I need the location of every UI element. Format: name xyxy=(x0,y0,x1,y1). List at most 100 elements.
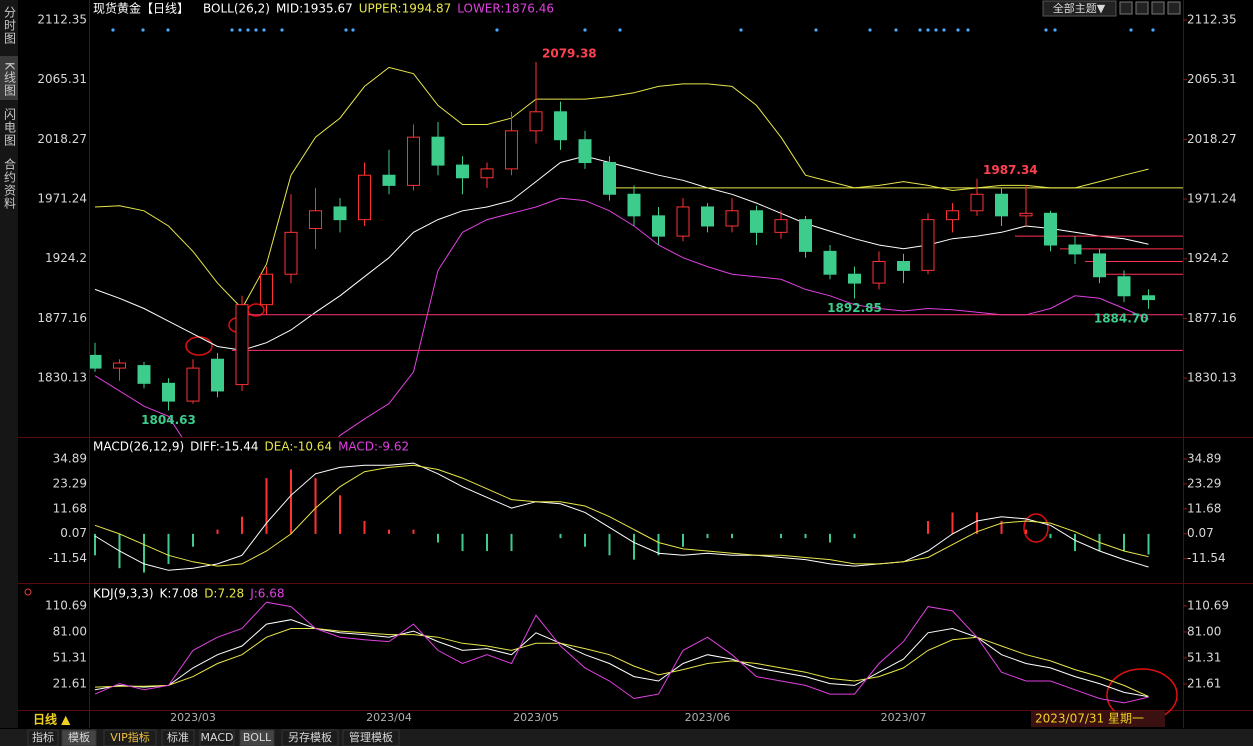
signal-dot xyxy=(141,28,145,32)
tab[interactable] xyxy=(103,729,157,746)
tab[interactable] xyxy=(61,729,97,746)
candle-body xyxy=(358,174,371,221)
sidebar-active xyxy=(0,56,18,100)
line-series xyxy=(94,197,1149,437)
sidebar xyxy=(0,0,18,728)
candle-body xyxy=(333,206,347,221)
candle-body xyxy=(431,136,445,166)
line-series xyxy=(94,628,1149,697)
signal-dot xyxy=(966,28,970,32)
y-tick-label-right: 81.00 xyxy=(1187,624,1221,638)
x-tick-label: 2023/03 xyxy=(170,711,216,724)
theme-dropdown-text[interactable]: 全部主题▼ xyxy=(1053,1,1106,15)
signal-dot xyxy=(111,28,115,32)
signal-dot xyxy=(495,28,499,32)
candle-body xyxy=(1019,212,1033,217)
tab-label[interactable]: 模板 xyxy=(68,730,90,744)
signal-dot xyxy=(166,28,170,32)
candle-body xyxy=(701,206,714,227)
y-tick-label: 0.07 xyxy=(60,526,87,540)
sidebar-tab[interactable]: 闪电图 xyxy=(3,108,17,147)
tab-label[interactable]: 管理模板 xyxy=(349,730,393,744)
candle-body xyxy=(162,382,175,402)
legend-item: MID:1935.67 xyxy=(276,2,353,16)
candle-body xyxy=(799,219,812,252)
candle-body xyxy=(1142,295,1155,301)
icon-button[interactable] xyxy=(1167,1,1181,15)
legend-item: KDJ(9,3,3) xyxy=(93,587,154,601)
candle-body xyxy=(505,130,518,170)
y-tick-label: -11.54 xyxy=(48,551,87,565)
tab[interactable] xyxy=(27,729,59,746)
period-label[interactable]: 日线 ▲ xyxy=(33,712,71,727)
y-tick-label: 2018.27 xyxy=(37,132,87,146)
tab-label[interactable]: 指标 xyxy=(32,730,54,744)
candle-body xyxy=(529,111,543,132)
y-tick-label-right: 51.31 xyxy=(1187,650,1221,664)
legend-item: BOLL(26,2) xyxy=(203,2,270,16)
candle-body xyxy=(921,219,935,271)
signal-dot xyxy=(230,28,234,32)
candle-body xyxy=(186,367,200,402)
sidebar-tab[interactable]: 合约资料 xyxy=(3,157,17,210)
x-tick-label: 2023/07 xyxy=(881,711,927,724)
candle-body xyxy=(1093,253,1106,278)
tab[interactable] xyxy=(342,729,400,746)
icon-button[interactable] xyxy=(1151,1,1165,15)
y-tick-label-right: 1830.13 xyxy=(1187,371,1237,385)
y-tick-label-right: 2065.31 xyxy=(1187,72,1237,86)
theme-dropdown[interactable] xyxy=(1042,0,1117,17)
icon-button[interactable] xyxy=(1119,1,1133,15)
candle-body xyxy=(627,193,641,217)
candle-body xyxy=(1044,212,1057,246)
icon-button[interactable] xyxy=(1135,1,1149,15)
signal-dot xyxy=(583,28,587,32)
legend-item: DIFF:-15.44 xyxy=(190,440,258,454)
candle-body xyxy=(578,139,592,164)
chart-title: 现货黄金【日线】 xyxy=(93,1,189,16)
cursor-date-bg xyxy=(1031,711,1165,727)
candle-body xyxy=(309,210,322,230)
y-tick-label-right: 1877.16 xyxy=(1187,311,1237,325)
candle-body xyxy=(848,273,861,284)
legend-item: UPPER:1994.87 xyxy=(359,2,451,16)
tab[interactable] xyxy=(199,729,235,746)
y-tick-label: 1924.2 xyxy=(45,251,87,265)
tab-label[interactable]: MACD xyxy=(201,731,234,744)
y-tick-label-right: 34.89 xyxy=(1187,452,1221,466)
y-tick-label-right: 11.68 xyxy=(1187,501,1221,515)
legend-item: MACD:-9.62 xyxy=(338,440,409,454)
signal-dot xyxy=(238,28,242,32)
low-label: 1892.85 xyxy=(827,301,882,315)
signal-dot xyxy=(942,28,946,32)
signal-dot xyxy=(262,28,266,32)
sidebar-tab[interactable]: K线图 xyxy=(3,62,17,97)
y-tick-label-right: 2018.27 xyxy=(1187,132,1237,146)
signal-dot xyxy=(739,28,743,32)
tab-label[interactable]: 另存模板 xyxy=(288,730,332,744)
y-tick-label: 110.69 xyxy=(45,598,87,612)
high-label: 1987.34 xyxy=(983,163,1038,177)
candle-body xyxy=(676,206,690,237)
low-label: 1804.63 xyxy=(141,413,196,427)
tab-label[interactable]: BOLL xyxy=(243,731,272,744)
signal-dot xyxy=(280,28,284,32)
y-tick-label: 1830.13 xyxy=(37,371,87,385)
y-tick-label: 2112.35 xyxy=(37,12,87,26)
y-tick-label: 1971.24 xyxy=(37,192,87,206)
candle-body xyxy=(652,215,665,237)
sidebar-tab[interactable]: 分时图 xyxy=(3,6,17,45)
y-tick-label: 34.89 xyxy=(53,452,87,466)
tab[interactable] xyxy=(239,729,275,746)
y-tick-label-right: 1924.2 xyxy=(1187,251,1229,265)
legend-item: LOWER:1876.46 xyxy=(457,2,554,16)
legend-item: DEA:-10.64 xyxy=(265,440,333,454)
candle-body xyxy=(554,111,567,141)
tab[interactable] xyxy=(281,729,339,746)
panel-plot xyxy=(94,601,1149,704)
tab[interactable] xyxy=(161,729,195,746)
tab-label[interactable]: 标准 xyxy=(167,730,189,744)
tab-label[interactable]: VIP指标 xyxy=(110,730,149,744)
candle-body xyxy=(137,365,151,384)
